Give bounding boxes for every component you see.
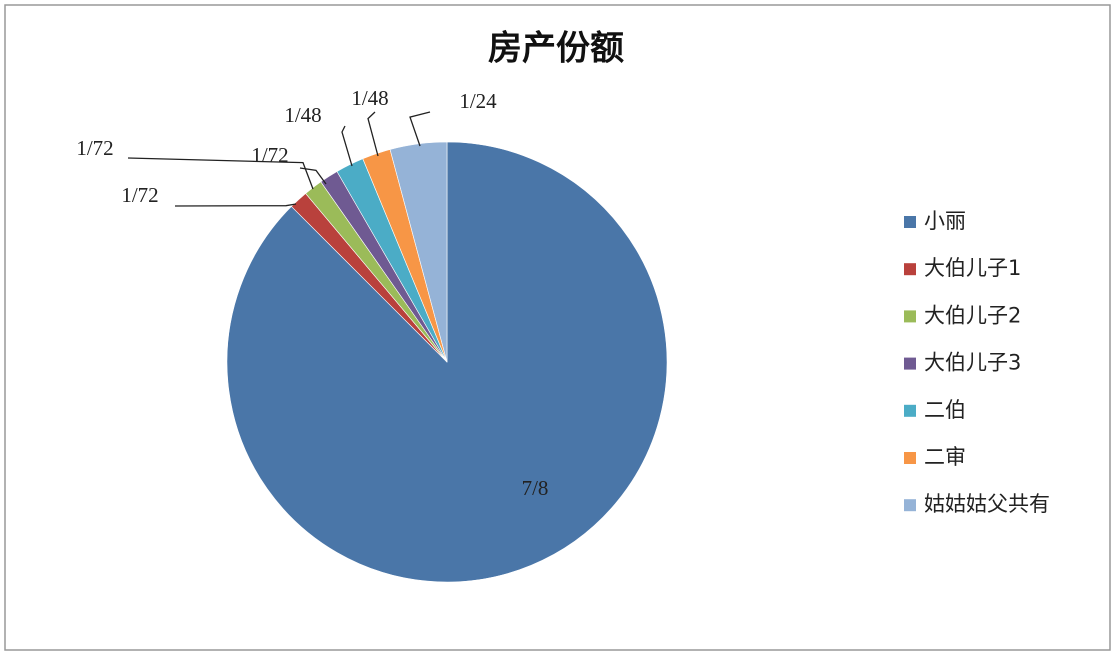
leader-line <box>367 111 379 157</box>
leader-line <box>341 125 353 167</box>
legend-label: 二审 <box>924 445 966 469</box>
data-label: 1/72 <box>76 136 113 160</box>
legend-swatch <box>904 263 916 276</box>
leader-line <box>127 157 314 190</box>
data-label: 1/72 <box>251 143 288 167</box>
data-label: 7/8 <box>522 476 549 500</box>
pie-slice <box>389 141 448 363</box>
leader-line <box>409 111 431 147</box>
data-label: 1/48 <box>351 86 388 110</box>
legend-label: 大伯儿子1 <box>924 256 1021 280</box>
legend-swatch <box>904 404 916 417</box>
data-label: 1/72 <box>121 183 158 207</box>
legend-swatch <box>904 310 916 323</box>
legend-label: 大伯儿子3 <box>924 351 1021 375</box>
leader-line <box>299 167 327 185</box>
legend-label: 二伯 <box>924 398 966 422</box>
data-label: 1/24 <box>459 89 497 113</box>
chart-title: 房产份额 <box>488 29 624 69</box>
legend-swatch <box>904 216 916 228</box>
legend-swatch <box>904 452 916 464</box>
legend-swatch <box>904 357 916 370</box>
leader-line <box>174 203 297 207</box>
legend-label: 小丽 <box>924 209 966 233</box>
legend-swatch <box>904 499 916 512</box>
legend-label: 姑姑姑父共有 <box>924 492 1050 516</box>
legend-label: 大伯儿子2 <box>924 303 1021 327</box>
data-label: 1/48 <box>284 103 321 127</box>
